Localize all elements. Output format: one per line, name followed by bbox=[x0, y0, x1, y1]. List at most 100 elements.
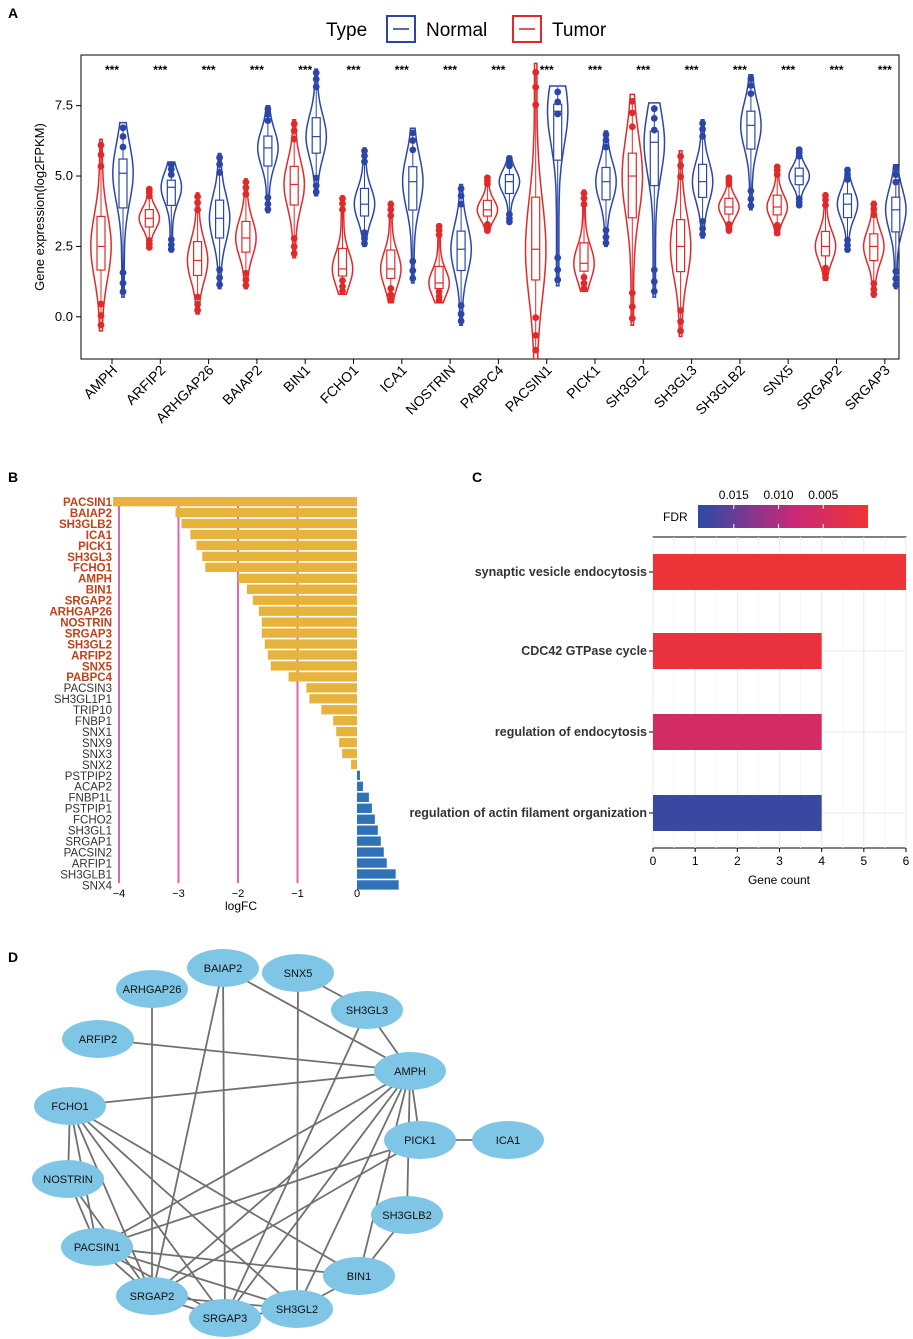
gene-label: FCHO2 bbox=[73, 815, 112, 827]
x-tick-label: BAIAP2 bbox=[219, 362, 265, 408]
network-node bbox=[262, 954, 334, 992]
outlier-point bbox=[650, 105, 658, 113]
network-node-label: NOSTRIN bbox=[43, 1174, 93, 1186]
x-tick-label: 2 bbox=[734, 854, 741, 868]
outlier-point bbox=[892, 267, 900, 275]
outlier-point bbox=[312, 75, 320, 83]
outlier-point bbox=[97, 300, 105, 308]
logfc-bar bbox=[357, 847, 384, 857]
outlier-point bbox=[870, 200, 878, 208]
outlier-point bbox=[773, 163, 781, 171]
violin-normal bbox=[691, 118, 714, 239]
logfc-bar bbox=[181, 518, 357, 529]
network-node bbox=[61, 1228, 133, 1266]
outlier-point bbox=[650, 126, 658, 134]
outlier-point bbox=[457, 310, 465, 318]
network-node bbox=[384, 1121, 456, 1159]
term-label: CDC42 GTPase cycle bbox=[521, 644, 647, 658]
box bbox=[118, 158, 128, 209]
box bbox=[456, 230, 466, 272]
gene-label: SH3GL1P1 bbox=[54, 694, 112, 706]
outlier-point bbox=[580, 194, 588, 202]
outlier-point bbox=[457, 317, 465, 325]
x-tick-label: FCHO1 bbox=[317, 362, 362, 407]
network-node bbox=[32, 1160, 104, 1198]
violin-normal bbox=[401, 127, 424, 284]
significance-marker: *** bbox=[636, 63, 650, 77]
significance-marker: *** bbox=[346, 63, 360, 77]
outlier-point bbox=[795, 195, 803, 203]
outlier-point bbox=[747, 82, 755, 89]
outlier-point bbox=[532, 68, 540, 76]
network-node-label: PACSIN1 bbox=[74, 1242, 120, 1254]
outlier-point bbox=[435, 292, 443, 300]
gene-label: ARFIP2 bbox=[71, 650, 112, 662]
outlier-point bbox=[747, 187, 755, 195]
logfc-bar bbox=[258, 606, 357, 616]
network-node-label: AMPH bbox=[394, 1066, 426, 1078]
violin-normal bbox=[112, 121, 134, 298]
x-tick-label: PACSIN1 bbox=[502, 362, 555, 415]
gene-label: BIN1 bbox=[86, 585, 113, 597]
outlier-point bbox=[677, 327, 684, 335]
box bbox=[241, 220, 251, 253]
outlier-point bbox=[339, 282, 346, 290]
box bbox=[386, 249, 396, 279]
network-node bbox=[261, 1290, 333, 1328]
outlier-point bbox=[387, 296, 395, 304]
box bbox=[675, 219, 686, 273]
box bbox=[193, 240, 203, 277]
outlier-point bbox=[361, 152, 368, 160]
outlier-point bbox=[264, 117, 272, 125]
outlier-point bbox=[554, 110, 562, 118]
outlier-point bbox=[822, 201, 829, 209]
outlier-point bbox=[554, 276, 562, 284]
logfc-bar bbox=[357, 781, 363, 792]
violin-normal bbox=[450, 183, 473, 326]
box bbox=[891, 196, 901, 233]
violin-normal bbox=[643, 102, 666, 298]
logfc-bar bbox=[339, 737, 357, 748]
significance-marker: *** bbox=[105, 63, 119, 77]
outlier-point bbox=[216, 154, 224, 161]
outlier-point bbox=[747, 202, 755, 210]
enrichment-bar bbox=[653, 633, 822, 669]
box bbox=[166, 179, 176, 207]
violin-tumor bbox=[524, 62, 547, 360]
outlier-point bbox=[699, 231, 706, 238]
outlier-point bbox=[822, 264, 829, 272]
legend-label-normal: Normal bbox=[426, 20, 487, 41]
outlier-point bbox=[602, 233, 610, 241]
outlier-point bbox=[361, 147, 368, 155]
outlier-point bbox=[580, 279, 588, 287]
box bbox=[697, 163, 708, 199]
gene-label: PABPC4 bbox=[66, 672, 112, 684]
outlier-point bbox=[822, 192, 829, 199]
legend-key-tumor bbox=[512, 15, 542, 43]
outlier-point bbox=[435, 288, 443, 296]
outlier-point bbox=[194, 193, 202, 200]
gene-label: FNBP1L bbox=[69, 793, 113, 805]
outlier-point bbox=[194, 206, 202, 214]
box bbox=[359, 187, 370, 217]
x-axis-label: logFC bbox=[225, 899, 257, 913]
outlier-point bbox=[264, 105, 272, 113]
violin-tumor bbox=[234, 178, 257, 290]
network-edge bbox=[358, 1070, 411, 1277]
outlier-point bbox=[870, 211, 878, 219]
violin-normal bbox=[256, 104, 279, 214]
outlier-point bbox=[409, 257, 417, 265]
network-edge bbox=[151, 967, 224, 1297]
outlier-point bbox=[580, 273, 588, 281]
logfc-bar bbox=[175, 507, 357, 518]
outlier-point bbox=[216, 160, 224, 168]
gene-label: SRGAP1 bbox=[65, 836, 112, 848]
x-tick-label: NOSTRIN bbox=[402, 362, 458, 418]
logfc-bar-chart: logFC PACSIN1BAIAP2SH3GLB2ICA1PICK1SH3GL… bbox=[49, 497, 399, 913]
significance-marker: *** bbox=[733, 63, 747, 77]
y-tick-label: 7.5 bbox=[55, 98, 73, 113]
outlier-point bbox=[312, 188, 320, 196]
outlier-point bbox=[387, 212, 395, 219]
logfc-bar bbox=[261, 617, 357, 627]
significance-marker: *** bbox=[588, 63, 602, 77]
